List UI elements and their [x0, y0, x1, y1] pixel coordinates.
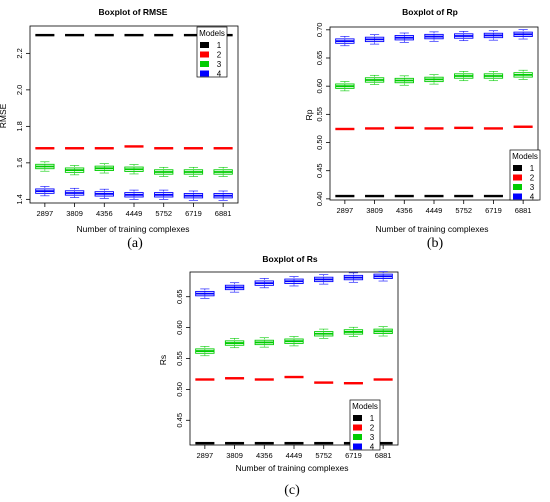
y-tick-label: 0.70	[315, 23, 324, 38]
x-tick-label: 2897	[37, 209, 54, 218]
y-tick-label: 2.2	[15, 48, 24, 58]
legend-title: Models	[199, 29, 225, 38]
y-tick-label: 1.6	[15, 158, 24, 168]
x-axis-label: Number of training complexes	[77, 224, 190, 234]
chart-title: Boxplot of RMSE	[99, 7, 168, 17]
legend-label-2: 2	[217, 51, 222, 60]
legend-label-3: 3	[530, 183, 535, 192]
y-axis-label: Rs	[158, 355, 168, 365]
x-tick-label: 3809	[366, 206, 383, 215]
y-axis-label: RMSE	[0, 103, 8, 128]
panel-b: Boxplot of Rp Number of training complexe…	[304, 7, 541, 251]
legend-swatch-4	[353, 443, 362, 450]
panel-caption: (b)	[427, 236, 444, 251]
x-tick-label: 2897	[197, 451, 214, 460]
legend-label-2: 2	[530, 174, 535, 183]
chart-title: Boxplot of Rs	[262, 254, 318, 264]
legend-title: Models	[512, 152, 538, 161]
x-tick-label: 2897	[337, 206, 354, 215]
x-tick-label: 4449	[426, 206, 443, 215]
panel-caption: (c)	[284, 483, 300, 498]
legend-swatch-1	[200, 42, 209, 48]
y-tick-label: 0.45	[315, 163, 324, 178]
y-tick-label: 0.55	[175, 351, 184, 366]
x-tick-label: 5752	[315, 451, 332, 460]
y-tick-label: 0.65	[315, 51, 324, 66]
legend-label-2: 2	[370, 424, 375, 433]
legend-swatch-3	[353, 434, 362, 440]
legend-swatch-2	[353, 424, 362, 431]
panel-c: Boxplot of Rs Number of training complexe…	[158, 254, 399, 498]
x-tick-label: 4356	[396, 206, 413, 215]
y-tick-label: 1.8	[15, 121, 24, 131]
legend-label-3: 3	[370, 433, 375, 442]
x-tick-label: 6881	[515, 206, 532, 215]
x-tick-label: 3809	[66, 209, 83, 218]
x-axis-label: Number of training complexes	[236, 463, 349, 473]
x-axis-label: Number of training complexes	[376, 224, 489, 234]
x-tick-label: 6881	[215, 209, 232, 218]
legend-swatch-4	[200, 70, 209, 77]
x-tick-label: 5752	[155, 209, 172, 218]
y-tick-label: 0.50	[315, 135, 324, 150]
legend-swatch-2	[513, 174, 522, 181]
y-tick-label: 0.40	[315, 192, 324, 207]
y-tick-label: 0.55	[315, 107, 324, 122]
legend-label-1: 1	[530, 164, 535, 173]
panel-a: Boxplot of RMSE Number of training comple…	[0, 7, 239, 251]
legend-label-4: 4	[217, 70, 222, 79]
x-tick-label: 3809	[226, 451, 243, 460]
x-tick-label: 4356	[96, 209, 113, 218]
legend-label-3: 3	[217, 60, 222, 69]
x-tick-label: 4356	[256, 451, 273, 460]
legend-swatch-3	[513, 184, 522, 190]
y-tick-label: 0.60	[175, 320, 184, 335]
x-tick-label: 6719	[345, 451, 362, 460]
x-tick-label: 4449	[126, 209, 143, 218]
y-tick-label: 0.45	[175, 413, 184, 428]
legend-swatch-1	[513, 165, 522, 171]
x-tick-label: 5752	[455, 206, 472, 215]
y-tick-label: 0.60	[315, 79, 324, 94]
x-tick-label: 6881	[375, 451, 392, 460]
legend-label-1: 1	[370, 414, 375, 423]
legend-box	[196, 26, 228, 78]
x-tick-label: 6719	[185, 209, 202, 218]
legend-label-4: 4	[370, 443, 375, 452]
legend-swatch-3	[200, 61, 209, 67]
plot-frame	[329, 26, 539, 201]
legend-swatch-2	[200, 51, 209, 58]
legend-box	[349, 399, 381, 451]
legend-swatch-4	[513, 193, 522, 200]
legend-swatch-1	[353, 415, 362, 421]
y-tick-label: 0.50	[175, 382, 184, 397]
y-axis-label: Rp	[304, 109, 314, 120]
x-tick-label: 6719	[485, 206, 502, 215]
y-tick-label: 0.65	[175, 289, 184, 304]
panel-caption: (a)	[127, 236, 143, 251]
y-tick-label: 1.4	[15, 194, 24, 204]
legend-label-4: 4	[530, 193, 535, 202]
chart-title: Boxplot of Rp	[402, 7, 458, 17]
legend-title: Models	[352, 402, 378, 411]
x-tick-label: 4449	[286, 451, 303, 460]
y-tick-label: 2.0	[15, 85, 24, 95]
legend-label-1: 1	[217, 41, 222, 50]
